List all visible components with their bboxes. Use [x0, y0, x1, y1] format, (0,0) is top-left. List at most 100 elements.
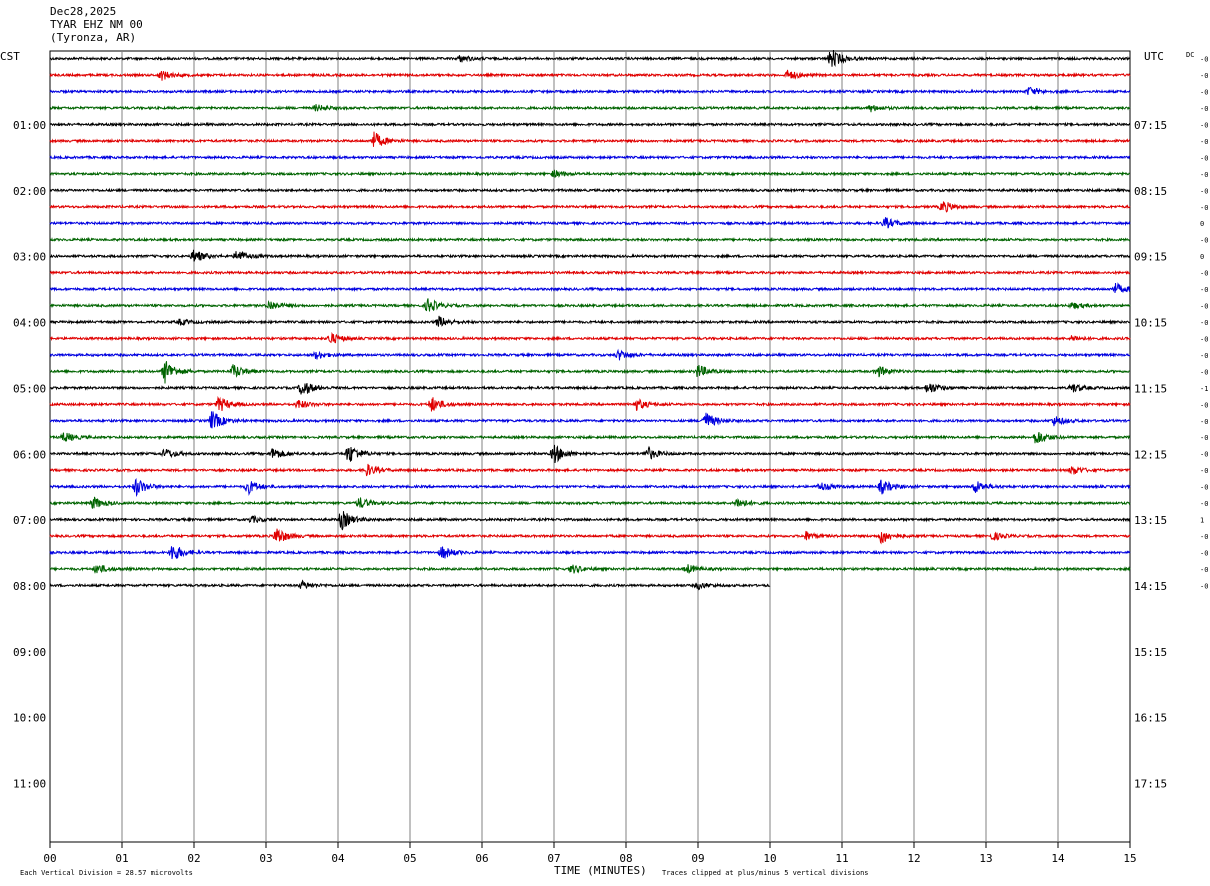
seismogram-trace [49, 217, 1131, 229]
dc-offset-labels: -0 -0 -0 -0 -0 -0 -0 -0 -0 -0 0 -0 0 -0 -0 -0 -0 -0 -0 -0 -1… [1200, 56, 1208, 591]
x-tick-label: 14 [1051, 852, 1065, 865]
cst-hour-label: 01:00 [13, 119, 46, 132]
seismogram-traces [49, 50, 1131, 591]
cst-hour-label: 04:00 [13, 317, 46, 330]
station-location: (Tyronza, AR) [50, 31, 137, 44]
x-tick-label: 08 [619, 852, 632, 865]
x-tick-label: 13 [979, 852, 992, 865]
seismogram-trace [49, 104, 1131, 113]
dc-offset-label: 0 [1200, 220, 1204, 228]
x-tick-label: 09 [691, 852, 704, 865]
seismogram-trace [49, 187, 1131, 194]
dc-offset-label: -0 [1200, 105, 1208, 113]
seismogram-trace [49, 361, 1131, 384]
seismogram-trace [49, 478, 1131, 498]
station-name: TYAR EHZ NM 00 [50, 18, 143, 31]
utc-hour-label: 12:15 [1134, 448, 1167, 461]
x-tick-label: 00 [43, 852, 56, 865]
cst-hour-label: 08:00 [13, 580, 46, 593]
x-tick-label: 11 [835, 852, 848, 865]
utc-hour-label: 08:15 [1134, 185, 1167, 198]
dc-offset-label: -0 [1200, 500, 1208, 508]
seismogram-trace [49, 444, 1131, 464]
x-tick-label: 06 [475, 852, 488, 865]
seismogram-trace [49, 121, 1131, 128]
dc-offset-label: -0 [1200, 566, 1208, 574]
dc-offset-label: -0 [1200, 204, 1208, 212]
seismogram-trace [49, 269, 1131, 276]
x-tick-label: 10 [763, 852, 776, 865]
seismogram-trace [49, 432, 1131, 444]
cst-hour-label: 07:00 [13, 514, 46, 527]
seismogram-trace [49, 528, 1131, 545]
x-tick-label: 07 [547, 852, 560, 865]
x-tick-label: 05 [403, 852, 416, 865]
x-tick-labels: 00 01 02 03 04 05 06 07 08 09 10 11 12 13 14 15 [43, 852, 1136, 865]
dc-offset-label: -0 [1200, 434, 1208, 442]
cst-hour-label: 10:00 [13, 712, 46, 725]
dc-offset-label: -0 [1200, 138, 1208, 146]
dc-offset-label: -0 [1200, 237, 1208, 245]
dc-offset-label: -0 [1200, 154, 1208, 162]
utc-hour-label: 15:15 [1134, 646, 1167, 659]
clip-note: Traces clipped at plus/minus 5 vertical … [662, 869, 869, 877]
seismogram-trace [49, 236, 1131, 243]
dc-offset-label: -0 [1200, 418, 1208, 426]
x-tick-label: 15 [1123, 852, 1136, 865]
dc-offset-label: -0 [1200, 484, 1208, 492]
grid-lines [49, 50, 1131, 848]
dc-offset-label: 1 [1200, 517, 1204, 525]
seismogram-trace [49, 169, 1131, 178]
dc-offset-label: -0 [1200, 89, 1208, 97]
cst-label: CST [0, 50, 20, 63]
dc-offset-label: -0 [1200, 335, 1208, 343]
utc-label: UTC [1144, 50, 1164, 63]
x-tick-label: 12 [907, 852, 920, 865]
dc-offset-label: -0 [1200, 187, 1208, 195]
plot-frame [49, 50, 1131, 843]
seismogram-trace [49, 395, 1131, 412]
dc-offset-label: -0 [1200, 352, 1208, 360]
seismogram-trace [49, 463, 1131, 477]
x-tick-label: 02 [187, 852, 200, 865]
utc-hour-label: 10:15 [1134, 317, 1167, 330]
x-tick-label: 04 [331, 852, 345, 865]
seismogram-trace [49, 86, 1131, 96]
seismogram-trace [49, 496, 1131, 509]
dc-offset-label: -0 [1200, 171, 1208, 179]
cst-hour-label: 09:00 [13, 646, 46, 659]
seismogram-trace [49, 315, 1131, 327]
utc-hour-label: 14:15 [1134, 580, 1167, 593]
seismogram-trace [49, 249, 1131, 262]
dc-offset-label: -0 [1200, 270, 1208, 278]
dc-offset-label: -0 [1200, 533, 1208, 541]
utc-hour-label: 17:15 [1134, 778, 1167, 791]
utc-hour-labels: 07:15 08:15 09:15 10:15 11:15 12:15 13:15 14:15… [1134, 119, 1167, 791]
seismogram-trace [49, 348, 1131, 361]
utc-hour-label: 13:15 [1134, 514, 1167, 527]
utc-hour-label: 16:15 [1134, 712, 1167, 725]
utc-hour-label: 11:15 [1134, 382, 1167, 395]
seismogram-trace [49, 383, 1131, 395]
utc-hour-label: 07:15 [1134, 119, 1167, 132]
seismogram-trace [49, 546, 1131, 560]
dc-offset-label: -0 [1200, 303, 1208, 311]
x-tick-label: 01 [115, 852, 128, 865]
seismogram-trace [49, 131, 1131, 147]
dc-offset-label: -0 [1200, 368, 1208, 376]
dc-label: DC [1186, 51, 1194, 59]
cst-hour-label: 06:00 [13, 448, 46, 461]
dc-offset-label: -0 [1200, 549, 1208, 557]
dc-offset-label: -1 [1200, 385, 1208, 393]
dc-offset-label: -0 [1200, 451, 1208, 459]
seismogram-trace [49, 50, 1131, 68]
seismogram-trace [49, 201, 1131, 213]
dc-offset-label: -0 [1200, 56, 1208, 64]
seismogram-trace [49, 298, 1131, 312]
cst-hour-labels: 01:00 02:00 03:00 04:00 05:00 06:00 07:00 08:00… [13, 119, 46, 791]
cst-hour-label: 03:00 [13, 251, 46, 264]
seismogram-trace [49, 511, 1131, 531]
dc-offset-label: -0 [1200, 72, 1208, 80]
x-axis-title: TIME (MINUTES) [554, 864, 647, 877]
